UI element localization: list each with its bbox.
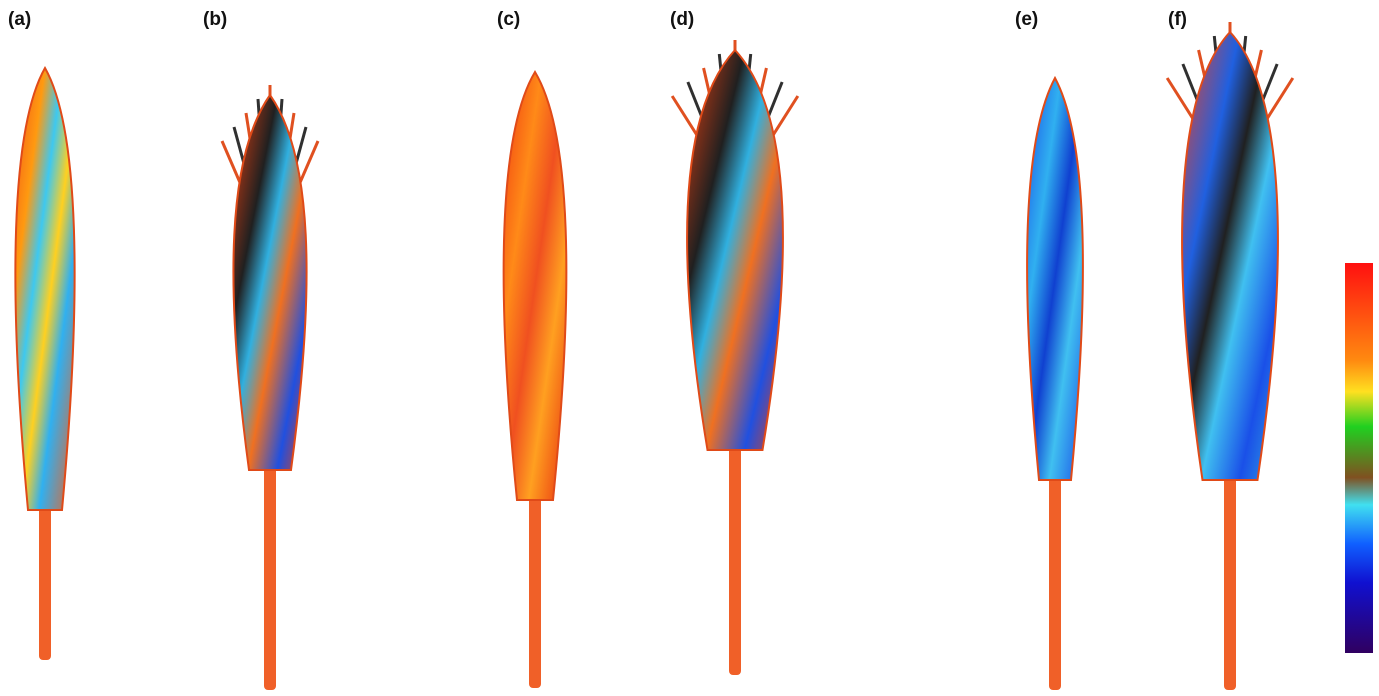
panel-label: (e) <box>1015 9 1038 30</box>
ear <box>15 68 74 510</box>
panel-label: (a) <box>8 9 31 30</box>
ear <box>233 95 306 470</box>
figure: (a) (b) (c) (d) (e) (f) <box>0 0 1379 696</box>
spike-panel: (e) <box>1015 9 1083 690</box>
spike-panel: (f) <box>1167 9 1293 690</box>
stem <box>1224 460 1236 690</box>
stem <box>1049 460 1061 690</box>
ear <box>1182 32 1278 480</box>
panels: (a) (b) (c) (d) (e) (f) <box>8 9 1293 690</box>
stem <box>264 450 276 690</box>
spike-panel: (a) <box>8 9 75 660</box>
stem <box>529 480 541 688</box>
spike-panel: (c) <box>497 9 566 688</box>
panel-label: (b) <box>203 9 227 30</box>
panel-label: (d) <box>670 9 694 30</box>
ear <box>687 50 783 450</box>
stem <box>729 430 741 675</box>
stem <box>39 490 51 660</box>
ear <box>1027 78 1083 480</box>
ear <box>504 72 567 500</box>
panel-label: (f) <box>1168 9 1187 30</box>
spike-panel: (d) <box>670 9 798 675</box>
panel-label: (c) <box>497 9 520 30</box>
colorbar <box>1345 263 1373 653</box>
spike-panel: (b) <box>203 9 318 690</box>
